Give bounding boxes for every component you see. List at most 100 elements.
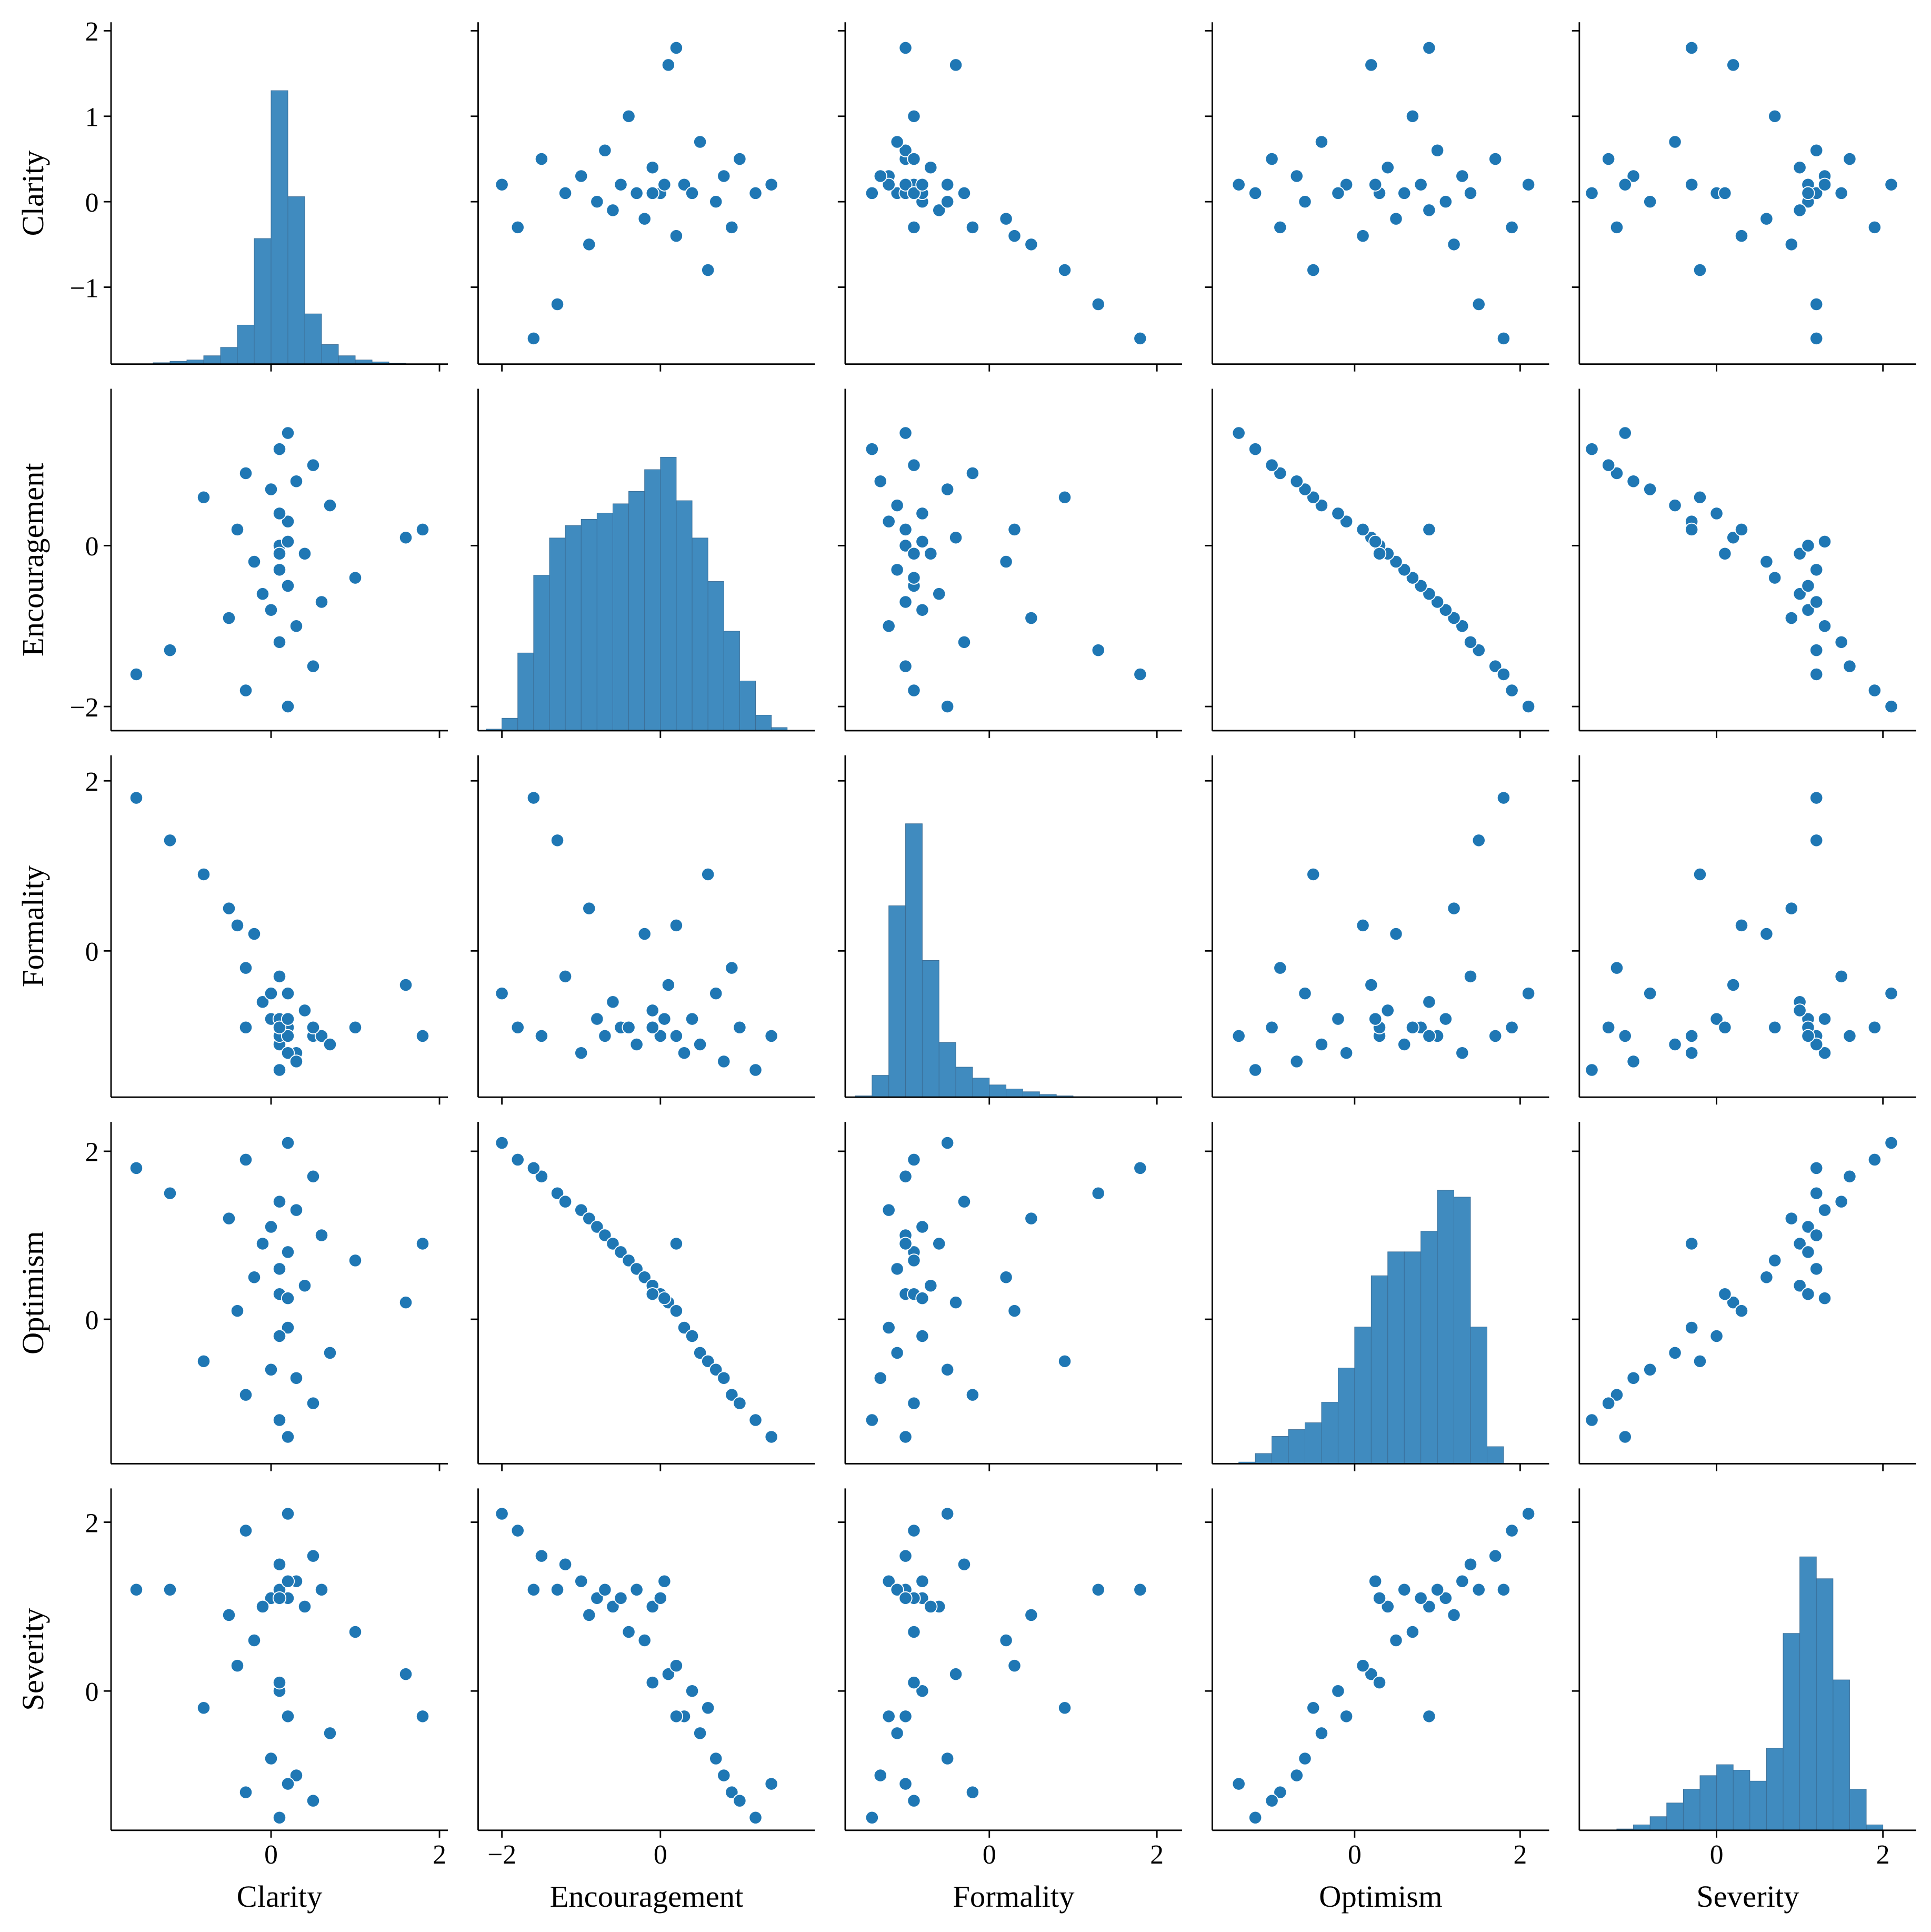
scatter-point xyxy=(907,1152,921,1167)
scatter-point xyxy=(941,1507,955,1521)
histogram-bar xyxy=(1833,1679,1850,1831)
scatter-point xyxy=(1339,177,1354,192)
scatter-point xyxy=(999,554,1013,569)
scatter-point xyxy=(865,1810,879,1825)
histogram-bar xyxy=(1733,1770,1750,1831)
scatter-point xyxy=(873,1768,887,1782)
scatter-point xyxy=(606,1599,620,1614)
scatter-point xyxy=(657,1574,672,1588)
scatter-point xyxy=(348,1020,363,1034)
histogram-bar xyxy=(549,537,566,731)
scatter-point xyxy=(1397,186,1412,201)
scatter-point xyxy=(1091,1186,1105,1200)
histogram-bar xyxy=(1404,1251,1422,1464)
scatter-point xyxy=(550,297,565,312)
scatter-point xyxy=(1265,152,1279,166)
scatter-point xyxy=(941,1362,955,1377)
histogram-bar xyxy=(1006,1089,1023,1098)
scatter-point xyxy=(1809,791,1824,805)
scatter-point xyxy=(965,1388,980,1402)
scatter-point xyxy=(1521,1507,1536,1521)
scatter-point xyxy=(289,619,304,633)
scatter-point xyxy=(898,539,913,553)
histogram-bar xyxy=(271,90,288,365)
scatter-point xyxy=(1867,220,1882,234)
scatter-point xyxy=(948,1667,963,1681)
scatter-point xyxy=(1339,1709,1354,1724)
scatter-point xyxy=(661,58,676,72)
histogram-bar xyxy=(1749,1780,1767,1831)
y-tick-label: 0 xyxy=(85,532,99,562)
panel xyxy=(471,22,815,372)
scatter-point xyxy=(1455,619,1469,633)
scatter-point xyxy=(965,220,980,234)
scatter-point xyxy=(882,1574,896,1588)
scatter-point xyxy=(415,1237,430,1251)
scatter-point xyxy=(1685,41,1699,55)
scatter-point xyxy=(1809,595,1824,609)
histogram-bar xyxy=(612,503,629,731)
scatter-point xyxy=(1414,177,1428,192)
scatter-point xyxy=(289,1768,304,1782)
scatter-point xyxy=(306,659,321,673)
scatter-point xyxy=(1331,186,1345,201)
scatter-point xyxy=(281,579,295,593)
scatter-point xyxy=(1372,546,1387,561)
scatter-point xyxy=(709,1362,723,1377)
scatter-point xyxy=(733,152,747,166)
scatter-point xyxy=(1380,1003,1395,1018)
scatter-point xyxy=(1809,331,1824,346)
x-tick-label: 2 xyxy=(1876,1840,1890,1870)
scatter-point xyxy=(558,1194,573,1209)
scatter-point xyxy=(1422,203,1436,217)
scatter-point xyxy=(1405,109,1420,123)
scatter-point xyxy=(717,169,731,183)
scatter-point xyxy=(1422,587,1436,601)
scatter-point xyxy=(582,901,596,915)
scatter-point xyxy=(669,228,684,243)
panel xyxy=(1572,1122,1916,1471)
scatter-point xyxy=(1364,1667,1378,1681)
scatter-point xyxy=(1693,867,1707,882)
scatter-point xyxy=(709,195,723,209)
scatter-point xyxy=(1397,1582,1412,1597)
scatter-point xyxy=(898,1709,913,1724)
scatter-point xyxy=(1726,531,1740,545)
scatter-point xyxy=(1298,195,1312,209)
scatter-point xyxy=(629,1037,644,1052)
scatter-point xyxy=(1768,1253,1782,1268)
scatter-point xyxy=(1405,1625,1420,1639)
scatter-point xyxy=(1007,1658,1022,1673)
histogram-bar xyxy=(755,714,772,731)
scatter-point xyxy=(574,1046,588,1060)
scatter-point xyxy=(1438,1012,1453,1026)
scatter-point xyxy=(645,1287,659,1301)
scatter-point xyxy=(957,186,972,201)
scatter-point xyxy=(1405,1020,1420,1034)
scatter-point xyxy=(915,1291,929,1306)
scatter-point xyxy=(1430,1582,1445,1597)
histogram-bar xyxy=(1649,1816,1667,1831)
panel: 0 2 Formality xyxy=(837,1488,1182,1914)
scatter-point xyxy=(661,1667,676,1681)
scatter-point xyxy=(1368,534,1383,549)
scatter-point xyxy=(314,595,329,609)
scatter-point xyxy=(1521,177,1536,192)
scatter-point xyxy=(1057,490,1072,504)
scatter-point xyxy=(1609,466,1624,481)
histogram-bar xyxy=(955,1067,973,1098)
scatter-point xyxy=(1472,643,1486,658)
scatter-point xyxy=(1734,918,1749,933)
histogram-bar xyxy=(1420,1231,1438,1464)
scatter-point xyxy=(289,1203,304,1217)
scatter-point xyxy=(717,1371,731,1385)
scatter-point xyxy=(764,1430,778,1444)
scatter-point xyxy=(1809,1161,1824,1175)
histogram-bar xyxy=(533,575,550,731)
scatter-point xyxy=(511,1523,525,1538)
scatter-point xyxy=(1306,867,1320,882)
scatter-point xyxy=(281,1430,295,1444)
scatter-point xyxy=(1273,1785,1287,1799)
scatter-point xyxy=(1133,1582,1147,1597)
scatter-point xyxy=(415,1709,430,1724)
